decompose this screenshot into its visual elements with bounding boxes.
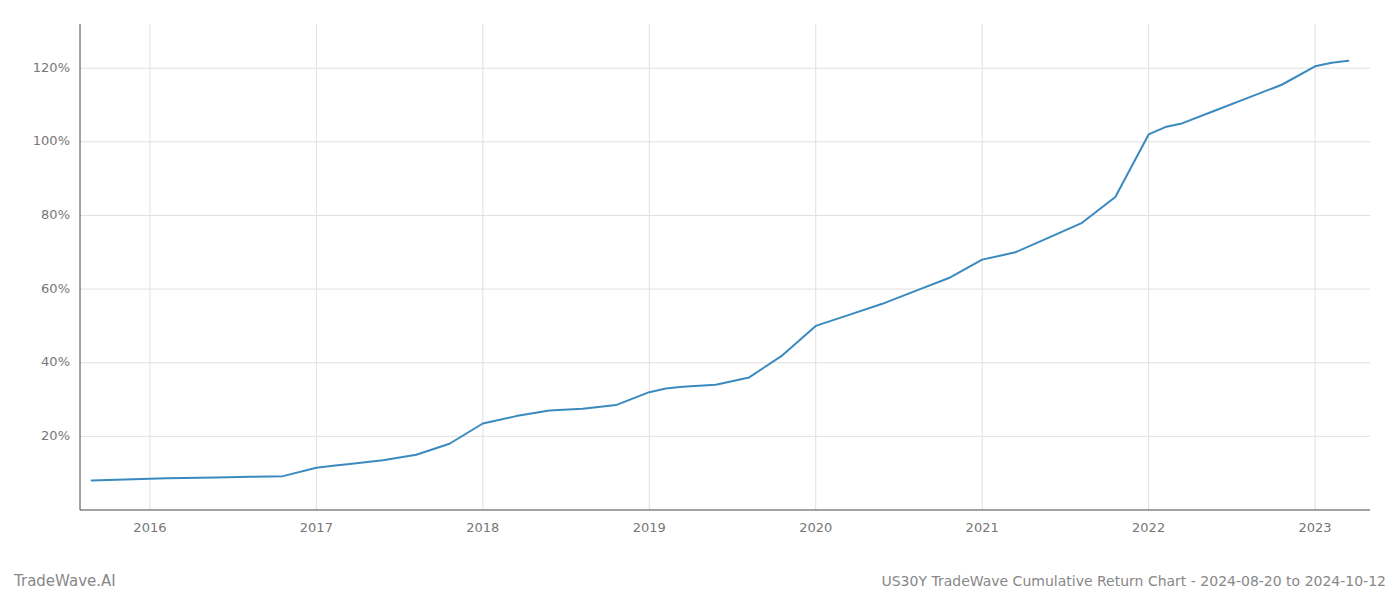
x-grid-line bbox=[815, 24, 816, 510]
x-grid-line bbox=[649, 24, 650, 510]
x-tick-label: 2022 bbox=[1132, 520, 1165, 535]
grid bbox=[80, 24, 1370, 510]
x-tick-label: 2018 bbox=[466, 520, 499, 535]
x-tick-label: 2023 bbox=[1299, 520, 1332, 535]
y-grid-line bbox=[80, 289, 1370, 290]
background bbox=[0, 0, 1400, 600]
x-axis-line bbox=[80, 510, 1370, 511]
y-grid-line bbox=[80, 141, 1370, 142]
y-tick-label: 40% bbox=[41, 354, 70, 369]
x-tick-label: 2016 bbox=[133, 520, 166, 535]
y-tick-label: 20% bbox=[41, 428, 70, 443]
x-grid-line bbox=[149, 24, 150, 510]
x-grid-line bbox=[1315, 24, 1316, 510]
tick-labels: 20% 40% 60% 80% 100% 120% 2016 2017 2018 2019 2020… bbox=[33, 60, 1332, 535]
x-tick-label: 2019 bbox=[633, 520, 666, 535]
y-grid-line bbox=[80, 68, 1370, 69]
y-tick-label: 100% bbox=[33, 133, 70, 148]
y-tick-label: 60% bbox=[41, 281, 70, 296]
y-tick-label: 80% bbox=[41, 207, 70, 222]
x-grid-line bbox=[482, 24, 483, 510]
y-tick-label: 120% bbox=[33, 60, 70, 75]
x-tick-label: 2020 bbox=[799, 520, 832, 535]
x-tick-label: 2021 bbox=[966, 520, 999, 535]
title: US30Y TradeWave Cumulative Return Chart … bbox=[881, 573, 1386, 589]
x-grid-line bbox=[1148, 24, 1149, 510]
chart: 20% 40% 60% 80% 100% 120% 2016 2017 2018 2019 2020… bbox=[0, 0, 1400, 600]
x-grid-line bbox=[982, 24, 983, 510]
y-axis-line bbox=[80, 24, 81, 510]
line bbox=[92, 61, 1349, 481]
y-grid-line bbox=[80, 362, 1370, 363]
watermark: TradeWave.AI bbox=[13, 572, 116, 590]
y-grid-line bbox=[80, 436, 1370, 437]
plot-area bbox=[92, 61, 1349, 481]
x-grid-line bbox=[316, 24, 317, 510]
x-tick-label: 2017 bbox=[300, 520, 333, 535]
y-grid-line bbox=[80, 215, 1370, 216]
